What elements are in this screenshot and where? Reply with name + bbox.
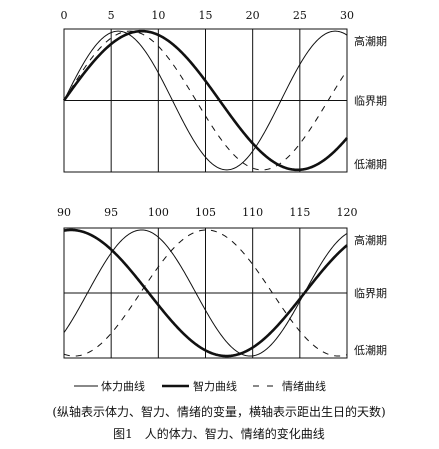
x-tick-label: 10 — [151, 9, 165, 22]
x-tick-label: 90 — [57, 206, 71, 219]
x-tick-label: 0 — [61, 9, 68, 22]
legend-label-intellectual: 智力曲线 — [193, 379, 237, 393]
series-line-intellectual — [62, 29, 348, 172]
x-tick-label: 105 — [195, 206, 216, 219]
x-tick-label: 120 — [337, 206, 358, 219]
legend-label-emotional: 情绪曲线 — [282, 379, 326, 393]
x-tick-label: 100 — [148, 206, 169, 219]
legend: 体力曲线 智力曲线 情绪曲线 — [74, 379, 326, 393]
series-line-emotional — [63, 30, 348, 171]
series-line-physical — [63, 229, 348, 357]
axis-note: (纵轴表示体力、智力、情绪的变量，横轴表示距出生日的天数) — [52, 404, 385, 419]
figure-caption: 图1 人的体力、智力、情绪的变化曲线 — [113, 426, 325, 441]
y-label: 高潮期 — [354, 233, 387, 247]
x-tick-label: 110 — [242, 206, 263, 219]
series-line-emotional — [63, 229, 348, 357]
y-label: 低潮期 — [354, 157, 387, 171]
y-label: 高潮期 — [354, 34, 387, 48]
x-tick-label: 5 — [108, 9, 115, 22]
x-tick-label: 25 — [293, 9, 307, 22]
x-tick-label: 115 — [289, 206, 310, 219]
x-tick-label: 20 — [246, 9, 260, 22]
x-tick-label: 15 — [199, 9, 213, 22]
y-label: 临界期 — [354, 286, 387, 300]
x-tick-label: 30 — [340, 9, 354, 22]
y-label: 临界期 — [354, 94, 387, 108]
y-label: 低潮期 — [354, 343, 387, 357]
series-line-intellectual — [63, 228, 348, 358]
legend-label-physical: 体力曲线 — [101, 379, 145, 393]
series-line-physical — [63, 30, 348, 171]
x-tick-label: 95 — [104, 206, 118, 219]
